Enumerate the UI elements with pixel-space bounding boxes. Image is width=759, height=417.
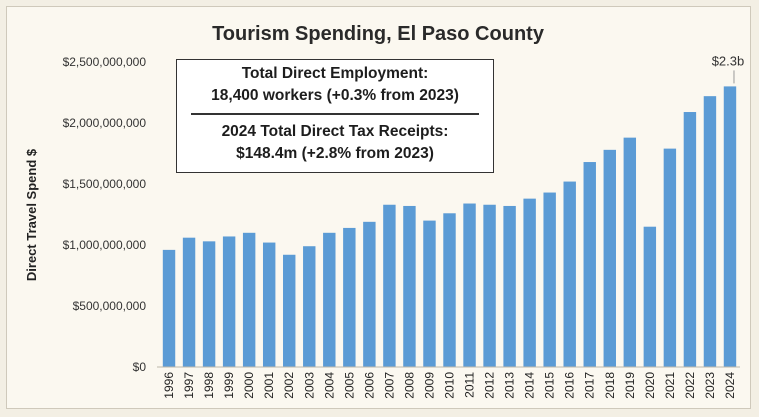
bars <box>162 86 737 368</box>
y-axis-label: Direct Travel Spend $ <box>24 148 39 281</box>
x-tick-label: 2001 <box>262 372 276 399</box>
bar <box>483 204 496 367</box>
bar <box>343 227 356 367</box>
x-tick-label: 2015 <box>543 372 557 399</box>
tax-title: 2024 Total Direct Tax Receipts: <box>221 122 449 140</box>
x-tick-label: 2007 <box>382 372 396 399</box>
annotation-label: $2.3b <box>712 53 745 68</box>
bar <box>523 198 536 367</box>
x-tick-label: 2008 <box>402 372 416 399</box>
x-tick-label: 2000 <box>242 372 256 399</box>
bar <box>403 205 416 367</box>
bar <box>563 181 576 367</box>
bar <box>443 213 456 367</box>
x-tick-label: 2011 <box>463 372 477 398</box>
bar <box>723 86 737 368</box>
x-tick-label: 1998 <box>202 372 216 399</box>
x-tick-label: 2012 <box>483 372 497 399</box>
employment-title: Total Direct Employment: <box>241 65 429 82</box>
x-tick-label: 1999 <box>222 372 236 399</box>
x-tick-label: 2006 <box>362 372 376 399</box>
bar <box>383 204 396 367</box>
chart-title: Tourism Spending, El Paso County <box>212 23 545 45</box>
bar <box>583 162 596 367</box>
info-box: Total Direct Employment: 18,400 workers … <box>176 59 494 173</box>
x-tick-label: 2010 <box>443 372 457 399</box>
annotation: $2.3b <box>712 53 745 84</box>
bar <box>463 203 476 367</box>
x-tick-label: 2003 <box>302 372 316 399</box>
bar <box>503 205 516 367</box>
bar <box>643 226 657 367</box>
x-tick-label: 2004 <box>322 372 336 399</box>
bar <box>202 241 216 367</box>
bar <box>603 149 616 367</box>
bar <box>423 220 436 367</box>
y-tick-label: $2,500,000,000 <box>63 55 147 69</box>
y-tick-label: $1,000,000,000 <box>63 238 147 252</box>
y-tick-label: $2,000,000,000 <box>63 116 147 130</box>
bar <box>262 242 276 367</box>
bar <box>703 96 717 367</box>
employment-value: 18,400 workers (+0.3% from 2023) <box>211 87 459 104</box>
bar <box>323 232 336 367</box>
tax-value: $148.4m (+2.8% from 2023) <box>236 144 434 162</box>
x-tick-label: 2017 <box>583 372 597 399</box>
x-tick-label: 1997 <box>182 372 196 399</box>
bar <box>543 192 556 367</box>
info-box-divider <box>191 113 479 115</box>
bar <box>162 249 176 367</box>
y-tick-label: $1,500,000,000 <box>63 177 147 191</box>
bar <box>623 137 637 367</box>
bar <box>363 221 376 367</box>
x-tick-label: 2009 <box>422 372 436 399</box>
bar <box>283 254 296 367</box>
x-tick-label: 2021 <box>663 372 677 399</box>
x-tick-label: 2016 <box>563 372 577 399</box>
x-tick-label: 2002 <box>282 372 296 399</box>
x-tick-label: 2022 <box>683 372 697 399</box>
x-axis: 1996 1997 1998 1999 2000 2001 2002 2003 2004 2005… <box>162 372 737 399</box>
x-tick-label: 1996 <box>162 372 176 399</box>
x-tick-label: 2018 <box>603 372 617 399</box>
x-tick-label: 2023 <box>703 372 717 399</box>
y-tick-label: $0 <box>133 360 147 374</box>
x-tick-label: 2013 <box>503 372 517 399</box>
y-axis: $0 $500,000,000 $1,000,000,000 $1,500,000,0… <box>63 55 147 374</box>
x-tick-label: 2005 <box>342 372 356 399</box>
bar <box>303 246 316 367</box>
bar <box>222 236 236 367</box>
x-tick-label: 2019 <box>623 372 637 399</box>
bar <box>242 232 256 367</box>
bar <box>182 237 196 367</box>
x-tick-label: 2024 <box>723 372 737 399</box>
bar <box>683 112 697 368</box>
y-tick-label: $500,000,000 <box>73 299 147 313</box>
x-tick-label: 2014 <box>523 372 537 399</box>
x-tick-label: 2020 <box>643 372 657 399</box>
bar <box>663 148 677 367</box>
